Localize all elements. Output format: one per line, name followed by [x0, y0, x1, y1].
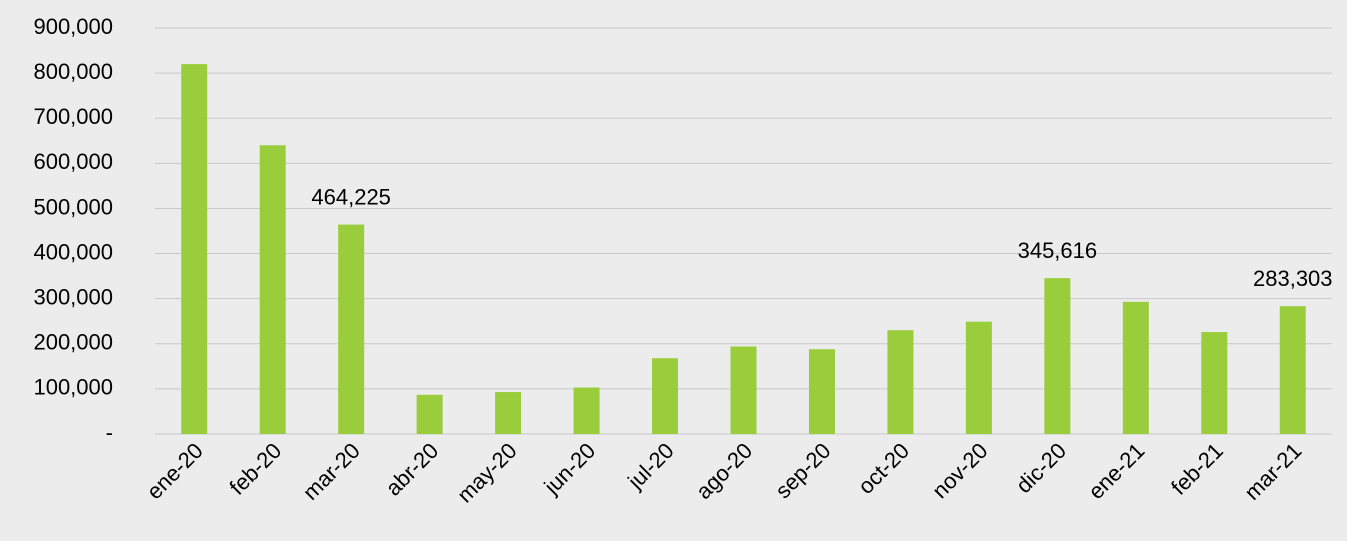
y-tick-label: 700,000	[33, 104, 113, 129]
y-tick-label: 400,000	[33, 239, 113, 264]
bar	[1044, 278, 1071, 434]
bar	[181, 64, 208, 434]
bar	[652, 358, 679, 434]
bar	[1122, 301, 1149, 434]
bar	[808, 349, 835, 434]
bar	[573, 387, 600, 434]
y-tick-label: 800,000	[33, 59, 113, 84]
bar	[416, 394, 443, 434]
y-tick-label: 200,000	[33, 330, 113, 355]
bar	[730, 346, 757, 434]
bar	[1279, 306, 1306, 434]
value-label: 345,616	[1018, 238, 1098, 263]
bar	[259, 145, 286, 435]
bar	[965, 321, 992, 434]
bar	[1201, 332, 1228, 434]
y-tick-label: 500,000	[33, 194, 113, 219]
bar	[495, 392, 522, 434]
value-label: 464,225	[311, 184, 391, 209]
y-tick-label: 600,000	[33, 149, 113, 174]
value-label: 283,303	[1253, 266, 1333, 291]
bar	[338, 224, 365, 434]
bar	[887, 330, 914, 434]
y-tick-label: 900,000	[33, 14, 113, 39]
y-tick-label: 100,000	[33, 375, 113, 400]
y-tick-label: -	[106, 420, 113, 445]
y-tick-label: 300,000	[33, 284, 113, 309]
